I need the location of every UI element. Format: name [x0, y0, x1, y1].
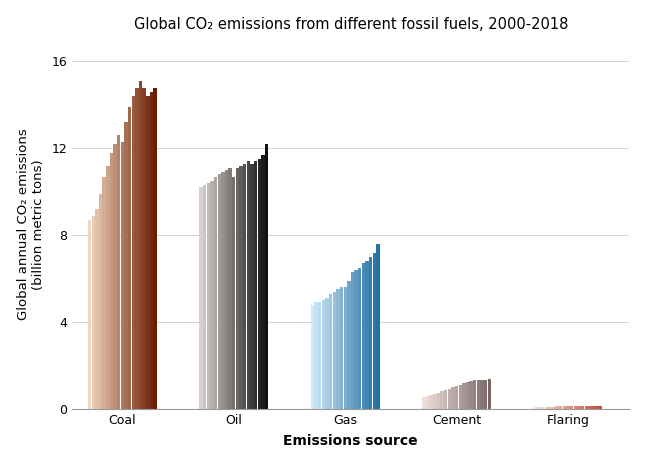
Y-axis label: Global annual CO₂ emissions
(billion metric tons): Global annual CO₂ emissions (billion met… — [17, 128, 45, 320]
Bar — [592, 406, 595, 409]
Bar — [143, 87, 146, 409]
Bar — [214, 177, 217, 409]
Bar — [448, 389, 451, 409]
Bar — [441, 392, 444, 409]
Bar — [114, 144, 117, 409]
Bar — [455, 386, 458, 409]
Bar — [88, 220, 91, 409]
Bar — [599, 405, 603, 409]
Bar — [344, 287, 347, 409]
Bar — [552, 407, 555, 409]
Bar — [247, 161, 250, 409]
Bar — [322, 300, 325, 409]
Bar — [351, 272, 354, 409]
Bar — [355, 270, 358, 409]
Bar — [240, 166, 243, 409]
Bar — [366, 261, 369, 409]
Bar — [444, 390, 448, 409]
Bar — [563, 406, 566, 409]
Bar — [103, 177, 106, 409]
Bar — [488, 379, 491, 409]
Bar — [484, 379, 487, 409]
Bar — [452, 387, 455, 409]
Bar — [534, 407, 537, 409]
Bar — [211, 181, 214, 409]
Bar — [585, 406, 588, 409]
Bar — [459, 385, 462, 409]
Bar — [462, 383, 466, 409]
X-axis label: Emissions source: Emissions source — [284, 434, 418, 448]
Bar — [559, 406, 563, 409]
Bar — [261, 155, 265, 409]
Bar — [541, 407, 545, 409]
Bar — [243, 164, 246, 409]
Bar — [236, 168, 239, 409]
Bar — [232, 177, 236, 409]
Bar — [433, 394, 437, 409]
Bar — [153, 87, 157, 409]
Bar — [135, 87, 139, 409]
Bar — [92, 216, 95, 409]
Bar — [315, 302, 318, 409]
Title: Global CO₂ emissions from different fossil fuels, 2000-2018: Global CO₂ emissions from different foss… — [134, 17, 568, 32]
Bar — [556, 406, 559, 409]
Bar — [548, 407, 552, 409]
Bar — [203, 185, 206, 409]
Bar — [481, 379, 484, 409]
Bar — [567, 406, 570, 409]
Bar — [132, 96, 135, 409]
Bar — [124, 122, 128, 409]
Bar — [358, 268, 362, 409]
Bar — [437, 392, 440, 409]
Bar — [477, 380, 480, 409]
Bar — [146, 96, 149, 409]
Bar — [95, 209, 99, 409]
Bar — [329, 294, 332, 409]
Bar — [318, 302, 322, 409]
Bar — [340, 287, 343, 409]
Bar — [106, 166, 110, 409]
Bar — [250, 164, 254, 409]
Bar — [207, 183, 210, 409]
Bar — [258, 159, 261, 409]
Bar — [470, 381, 473, 409]
Bar — [430, 395, 433, 409]
Bar — [337, 289, 340, 409]
Bar — [422, 397, 426, 409]
Bar — [581, 406, 584, 409]
Bar — [578, 406, 581, 409]
Bar — [311, 305, 314, 409]
Bar — [117, 135, 120, 409]
Bar — [347, 281, 351, 409]
Bar — [369, 257, 372, 409]
Bar — [426, 396, 429, 409]
Bar — [570, 406, 574, 409]
Bar — [150, 92, 153, 409]
Bar — [200, 187, 203, 409]
Bar — [99, 194, 102, 409]
Bar — [362, 263, 365, 409]
Bar — [473, 380, 477, 409]
Bar — [596, 406, 599, 409]
Bar — [588, 406, 592, 409]
Bar — [121, 142, 124, 409]
Bar — [545, 407, 548, 409]
Bar — [326, 298, 329, 409]
Bar — [128, 107, 131, 409]
Bar — [225, 170, 228, 409]
Bar — [466, 382, 469, 409]
Bar — [218, 174, 221, 409]
Bar — [265, 144, 268, 409]
Bar — [221, 172, 225, 409]
Bar — [229, 168, 232, 409]
Bar — [110, 153, 113, 409]
Bar — [574, 406, 577, 409]
Bar — [333, 292, 336, 409]
Bar — [376, 244, 380, 409]
Bar — [537, 407, 541, 409]
Bar — [139, 81, 142, 409]
Bar — [373, 252, 376, 409]
Bar — [254, 161, 257, 409]
